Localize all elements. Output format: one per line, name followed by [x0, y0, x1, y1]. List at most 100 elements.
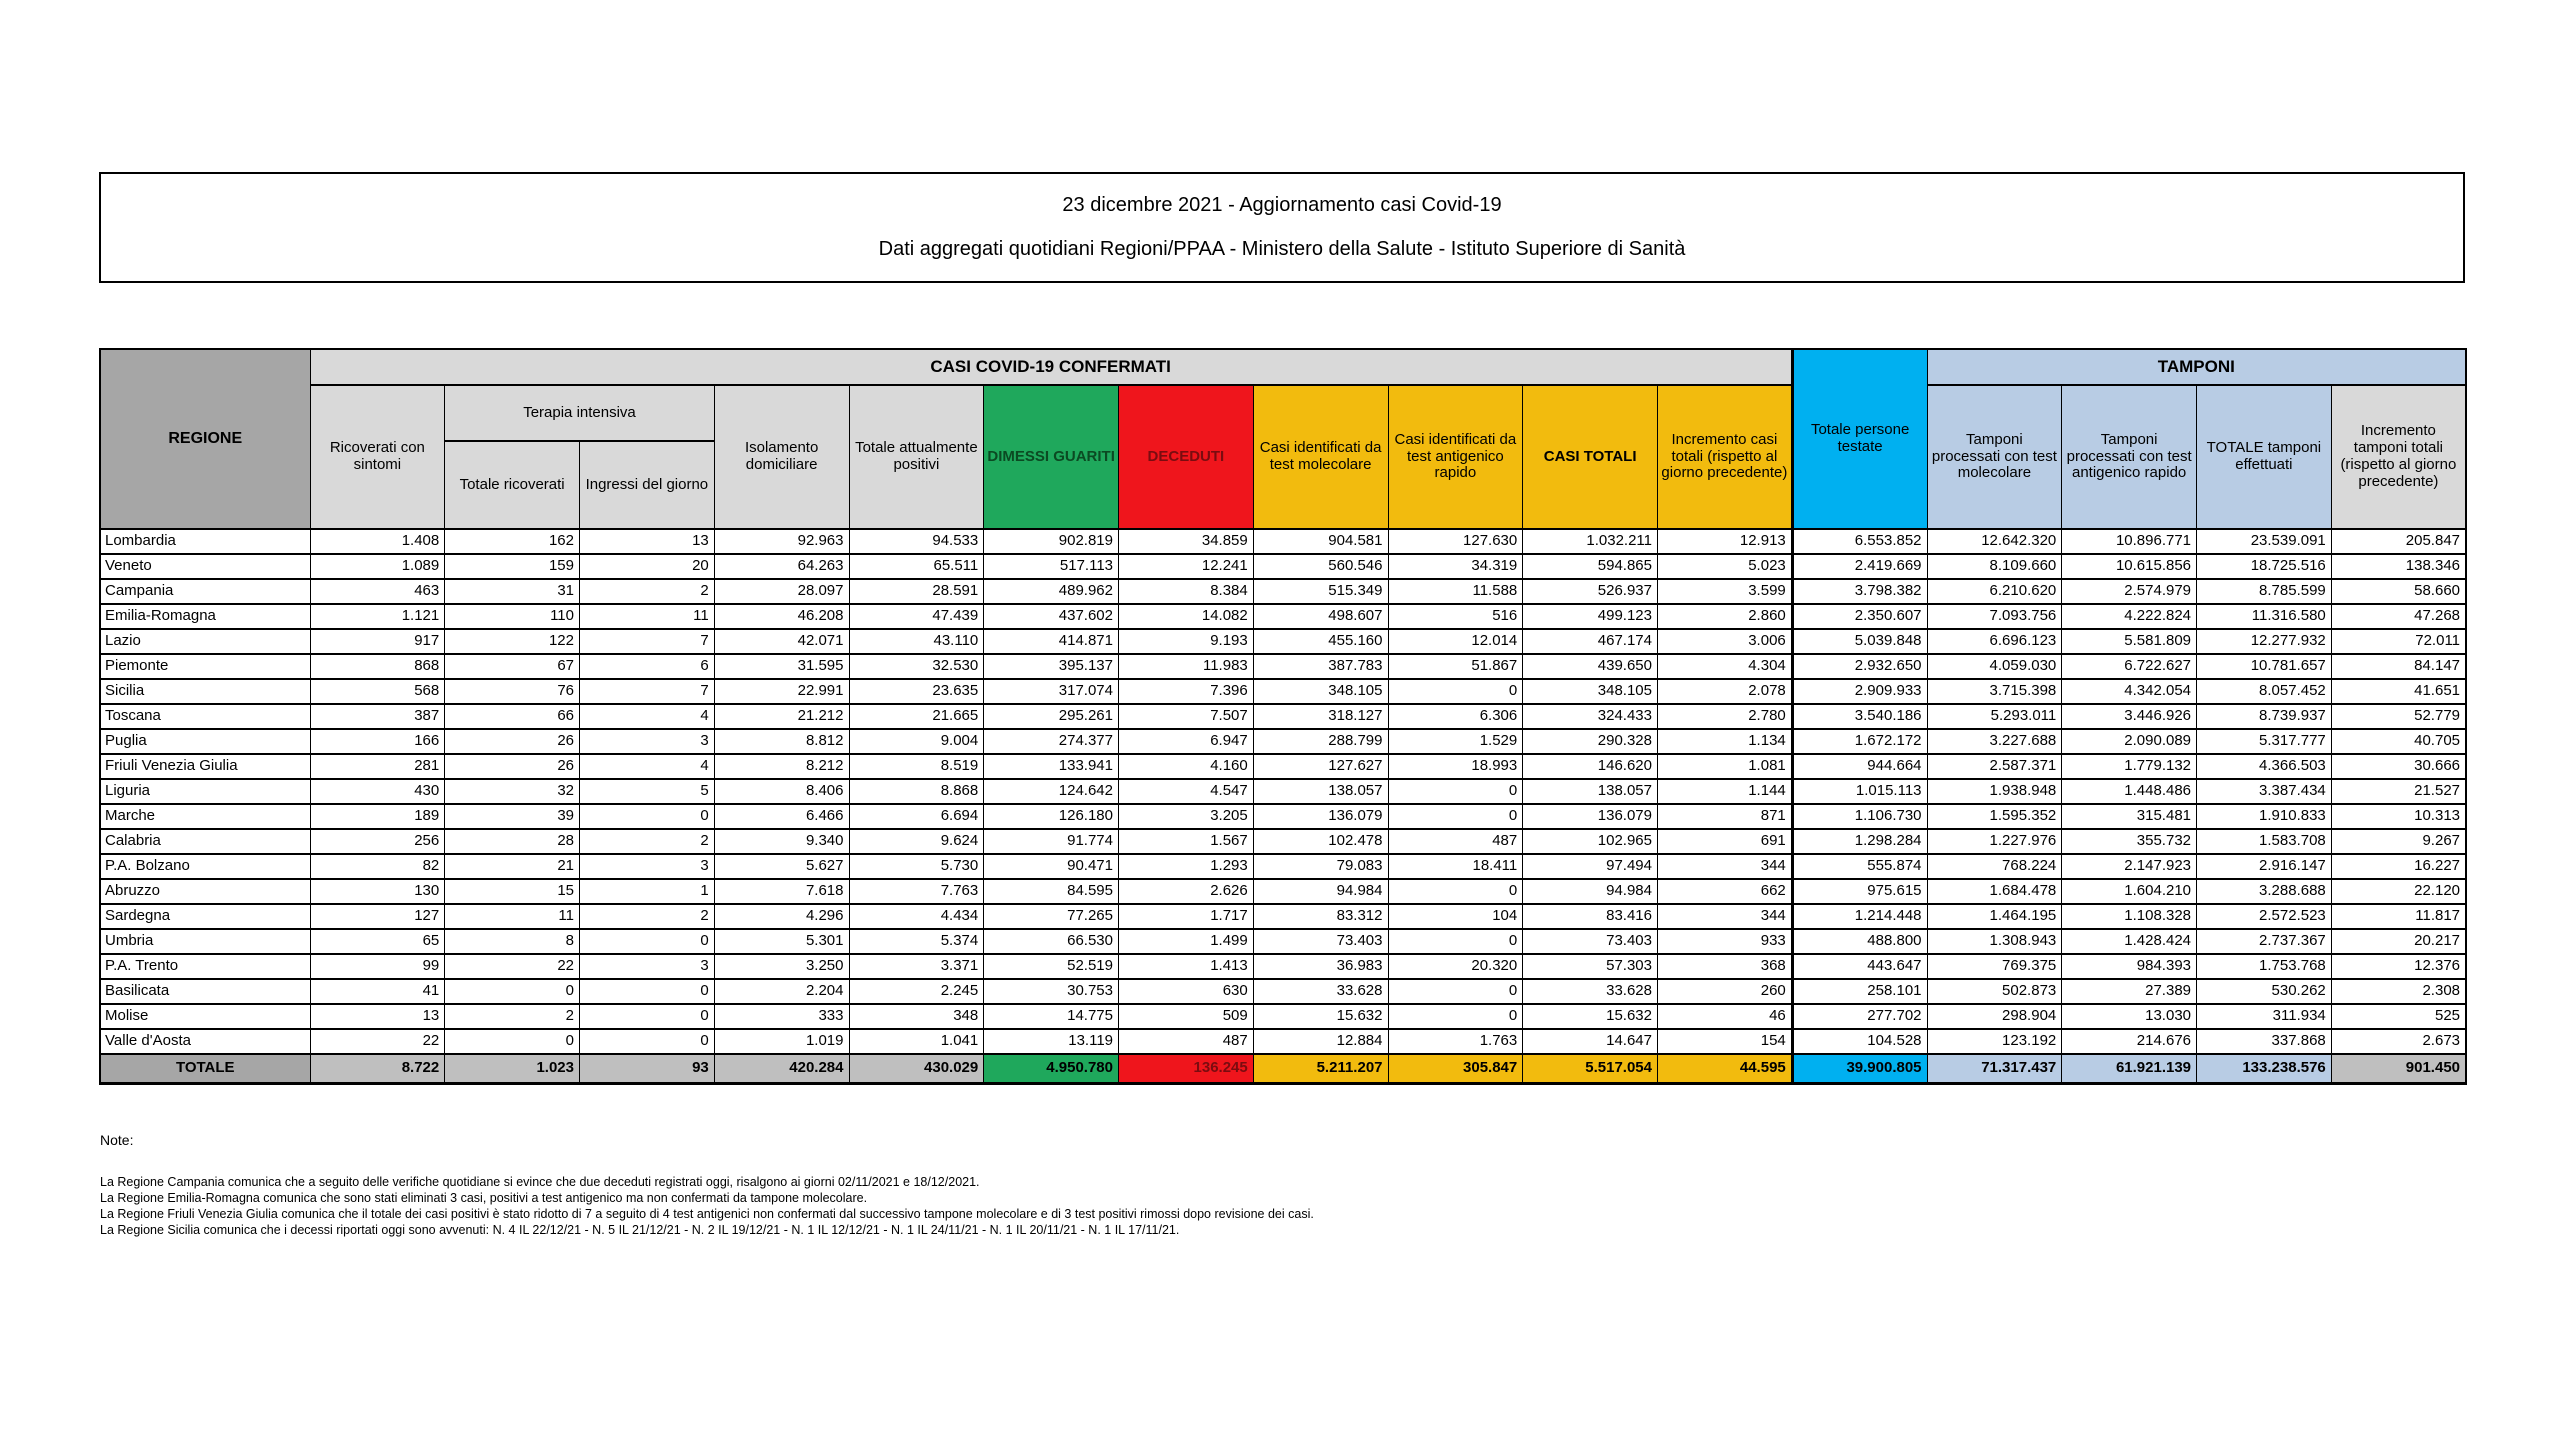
value-cell: 1.464.195 — [1926, 903, 2063, 930]
value-cell: 104.528 — [1790, 1028, 1928, 1055]
value-cell: 4.434 — [848, 903, 985, 930]
value-cell: 467.174 — [1522, 628, 1658, 655]
value-cell: 8.109.660 — [1926, 553, 2063, 580]
note-item: La Regione Sicilia comunica che i decess… — [100, 1223, 1180, 1237]
region-cell: Valle d'Aosta — [99, 1028, 311, 1055]
value-cell: 11.983 — [1118, 653, 1254, 680]
value-cell: 6.306 — [1387, 703, 1524, 730]
totals-value-cell: 1.023 — [444, 1053, 580, 1085]
value-cell: 36.983 — [1252, 953, 1389, 980]
value-cell: 560.546 — [1252, 553, 1389, 580]
value-cell: 3.006 — [1657, 628, 1793, 655]
value-cell: 6.722.627 — [2061, 653, 2198, 680]
value-cell: 1.134 — [1657, 728, 1793, 755]
report-subtitle-line: Dati aggregati quotidiani Regioni/PPAA -… — [878, 237, 1686, 260]
value-cell: 8.384 — [1118, 578, 1254, 605]
value-cell: 868 — [309, 653, 446, 680]
value-cell: 18.993 — [1387, 753, 1524, 780]
value-cell: 7.763 — [848, 878, 985, 905]
value-cell: 904.581 — [1252, 528, 1389, 555]
value-cell: 5.023 — [1657, 553, 1793, 580]
region-cell: Marche — [99, 803, 311, 830]
value-cell: 21.665 — [848, 703, 985, 730]
value-cell: 15.632 — [1252, 1003, 1389, 1030]
value-cell: 51.867 — [1387, 653, 1524, 680]
value-cell: 2.078 — [1657, 678, 1793, 705]
value-cell: 5.317.777 — [2196, 728, 2332, 755]
value-cell: 525 — [2330, 1003, 2467, 1030]
totals-value-cell: 5.211.207 — [1252, 1053, 1389, 1085]
notes-heading: Note: — [100, 1132, 134, 1148]
value-cell: 30.753 — [983, 978, 1119, 1005]
value-cell: 72.011 — [2330, 628, 2467, 655]
value-cell: 18.411 — [1387, 853, 1524, 880]
value-cell: 439.650 — [1522, 653, 1658, 680]
value-cell: 348.105 — [1252, 678, 1389, 705]
col-header-dimessi-guariti: DIMESSI GUARITI — [983, 384, 1119, 530]
value-cell: 6.694 — [848, 803, 985, 830]
value-cell: 1.408 — [309, 528, 446, 555]
value-cell: 0 — [579, 978, 715, 1005]
table-row: Puglia 166 26 3 8.812 9.004 274.377 6.947 288.79… — [99, 728, 2467, 755]
value-cell: 1.910.833 — [2196, 803, 2332, 830]
value-cell: 662 — [1657, 878, 1793, 905]
value-cell: 2.204 — [713, 978, 850, 1005]
value-cell: 14.082 — [1118, 603, 1254, 630]
table-row: Sicilia 568 76 7 22.991 23.635 317.074 7.396 348… — [99, 678, 2467, 705]
value-cell: 1 — [579, 878, 715, 905]
value-cell: 324.433 — [1522, 703, 1658, 730]
totals-value-cell: 305.847 — [1387, 1053, 1524, 1085]
value-cell: 1.448.486 — [2061, 778, 2198, 805]
report-title-box: 23 dicembre 2021 - Aggiornamento casi Co… — [99, 172, 2465, 283]
value-cell: 22 — [444, 953, 580, 980]
value-cell: 1.567 — [1118, 828, 1254, 855]
value-cell: 138.346 — [2330, 553, 2467, 580]
value-cell: 2 — [579, 903, 715, 930]
value-cell: 7.093.756 — [1926, 603, 2063, 630]
table-row: Sardegna 127 11 2 4.296 4.434 77.265 1.717 83.31… — [99, 903, 2467, 930]
table-row: P.A. Bolzano 82 21 3 5.627 5.730 90.471 1.293 79… — [99, 853, 2467, 880]
table-row: Valle d'Aosta 22 0 0 1.019 1.041 13.119 487 12.8… — [99, 1028, 2467, 1055]
region-cell: Emilia-Romagna — [99, 603, 311, 630]
value-cell: 27.389 — [2061, 978, 2198, 1005]
value-cell: 133.941 — [983, 753, 1119, 780]
value-cell: 0 — [444, 1028, 580, 1055]
value-cell: 12.241 — [1118, 553, 1254, 580]
value-cell: 94.984 — [1522, 878, 1658, 905]
value-cell: 5.301 — [713, 928, 850, 955]
value-cell: 2.780 — [1657, 703, 1793, 730]
value-cell: 136.079 — [1522, 803, 1658, 830]
value-cell: 11.316.580 — [2196, 603, 2332, 630]
totals-label-cell: TOTALE — [99, 1053, 311, 1085]
value-cell: 1.106.730 — [1790, 803, 1928, 830]
value-cell: 91.774 — [983, 828, 1119, 855]
col-header-casi-test-antigenico: Casi identificati da test antigenico rap… — [1387, 384, 1524, 530]
value-cell: 311.934 — [2196, 1003, 2332, 1030]
value-cell: 8.739.937 — [2196, 703, 2332, 730]
value-cell: 4.547 — [1118, 778, 1254, 805]
totals-value-cell: 8.722 — [309, 1053, 446, 1085]
region-cell: Sardegna — [99, 903, 311, 930]
value-cell: 39 — [444, 803, 580, 830]
value-cell: 2.737.367 — [2196, 928, 2332, 955]
value-cell: 20 — [579, 553, 715, 580]
value-cell: 30.666 — [2330, 753, 2467, 780]
value-cell: 2.245 — [848, 978, 985, 1005]
totals-value-cell: 136.245 — [1118, 1053, 1254, 1085]
value-cell: 517.113 — [983, 553, 1119, 580]
value-cell: 82 — [309, 853, 446, 880]
value-cell: 387.783 — [1252, 653, 1389, 680]
value-cell: 0 — [1387, 1003, 1524, 1030]
value-cell: 12.014 — [1387, 628, 1524, 655]
value-cell: 83.416 — [1522, 903, 1658, 930]
col-header-regione: REGIONE — [99, 348, 311, 530]
col-header-totale-tamponi: TOTALE tamponi effettuati — [2196, 384, 2332, 530]
value-cell: 4.222.824 — [2061, 603, 2198, 630]
value-cell: 41 — [309, 978, 446, 1005]
table-row: Molise 13 2 0 333 348 14.775 509 15.632 0 15.632 46… — [99, 1003, 2467, 1030]
col-header-isolamento-domiciliare: Isolamento domiciliare — [713, 384, 850, 530]
value-cell: 97.494 — [1522, 853, 1658, 880]
value-cell: 11.817 — [2330, 903, 2467, 930]
value-cell: 66 — [444, 703, 580, 730]
value-cell: 3.227.688 — [1926, 728, 2063, 755]
